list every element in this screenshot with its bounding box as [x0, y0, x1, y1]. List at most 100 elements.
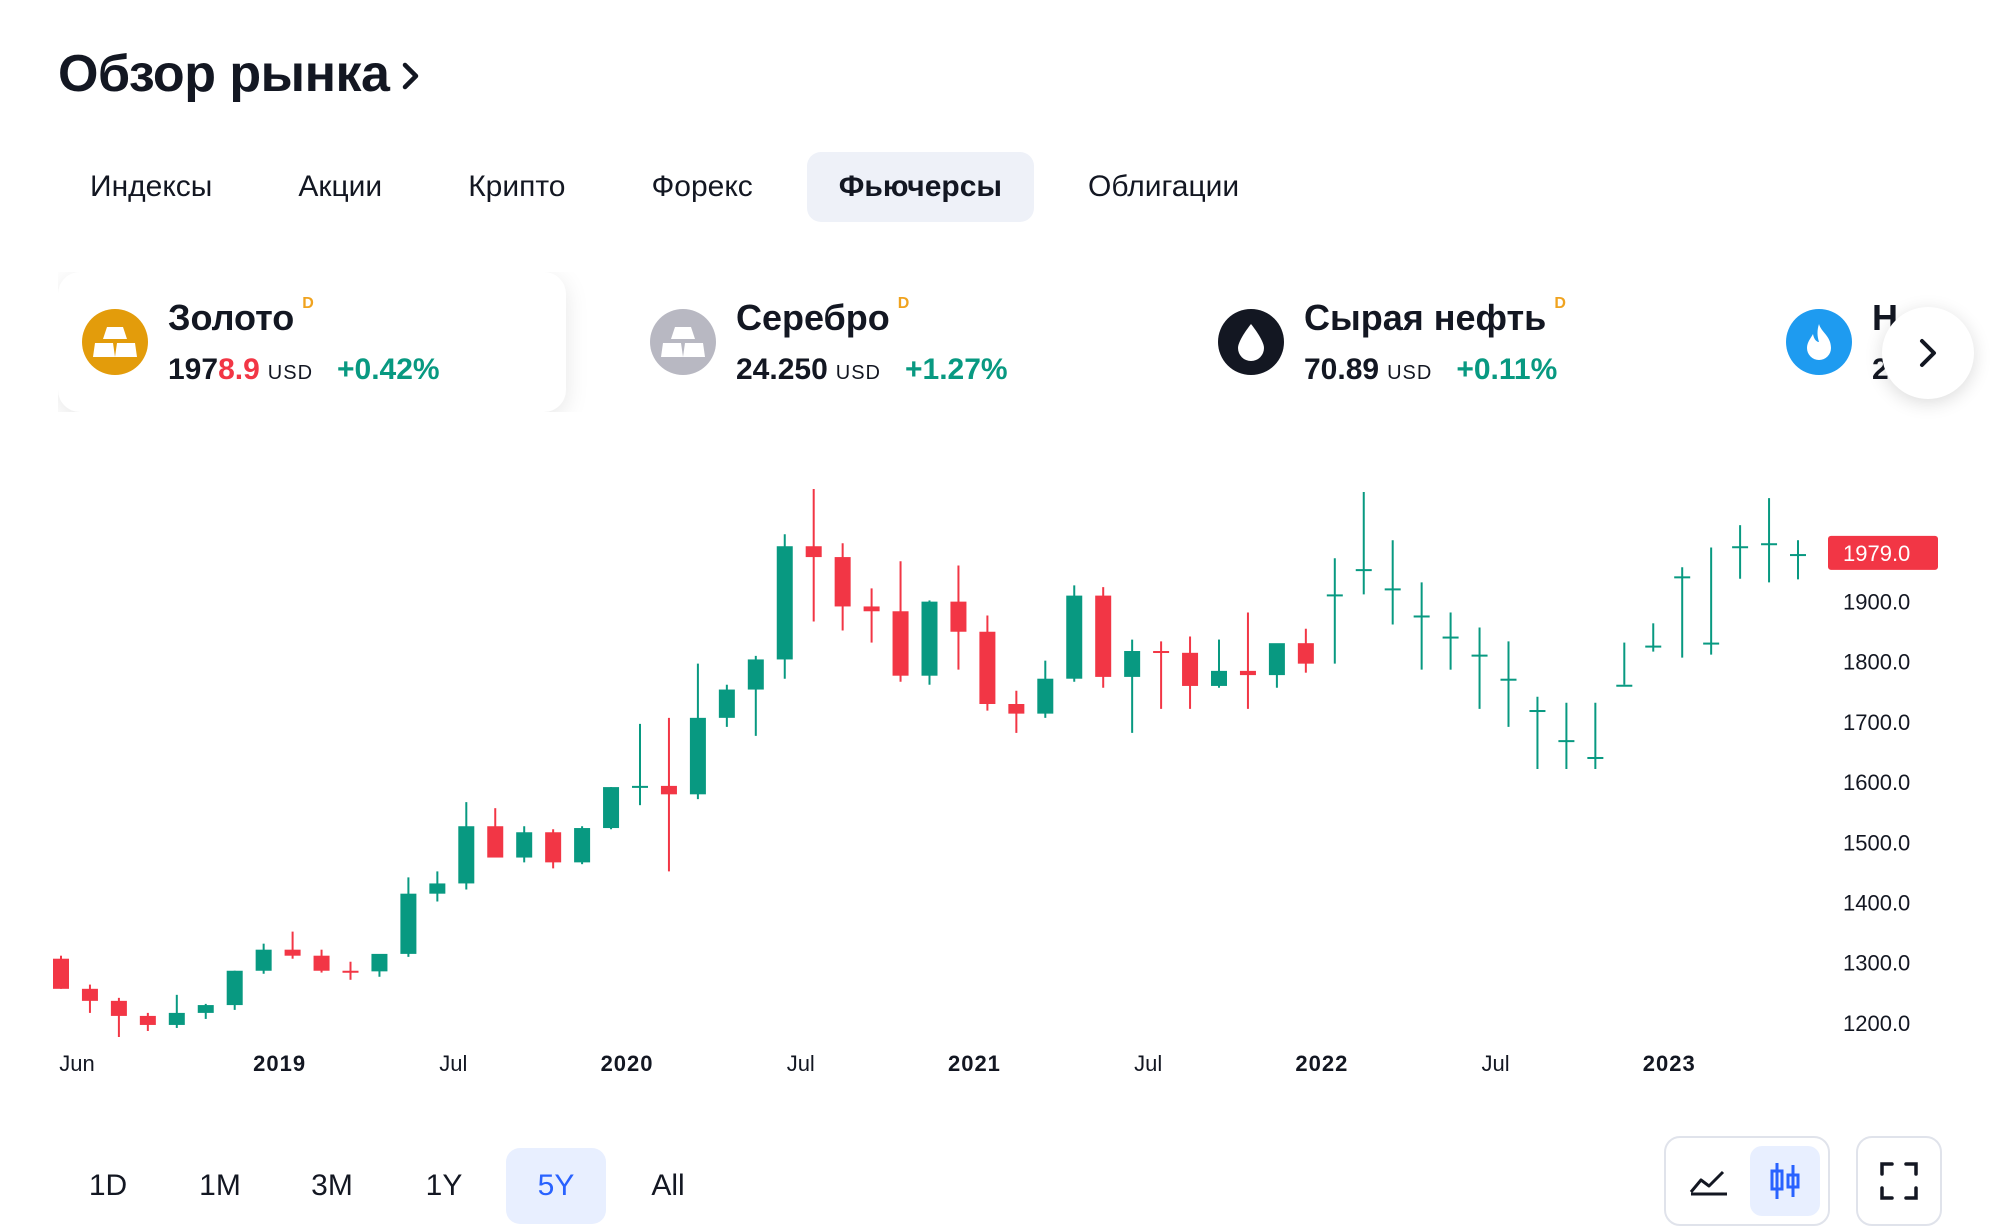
candle-body — [574, 828, 591, 863]
y-tick-label: 1400.0 — [1843, 891, 1910, 916]
candle-body — [1645, 645, 1662, 648]
candle-body — [632, 785, 648, 788]
candle-body — [718, 689, 735, 718]
candle-body — [81, 988, 98, 1001]
card-price-highlight: 8.9 — [218, 353, 260, 386]
card-gold[interactable]: Золото D 197 8.9 USD +0.42% — [58, 272, 566, 412]
candle-body — [1587, 756, 1604, 759]
card-name: Золото — [168, 297, 295, 338]
range-selector: 1D 1M 3M 1Y 5Y All — [58, 1148, 730, 1224]
range-1m-button[interactable]: 1M — [199, 1169, 241, 1202]
last-price-badge — [1828, 535, 1938, 570]
candle-body — [1211, 670, 1227, 686]
y-tick-label: 1900.0 — [1843, 589, 1910, 614]
card-currency: USD — [267, 362, 314, 384]
candle-body — [805, 546, 822, 558]
fullscreen-icon — [1880, 1162, 1918, 1200]
candle-body — [747, 659, 764, 690]
futures-carousel: Золото D 197 8.9 USD +0.42% Серебро D 24.250 U… — [58, 272, 1978, 412]
card-change: +0.42% — [337, 353, 440, 386]
candle-body — [1761, 543, 1778, 546]
candle-body — [458, 826, 475, 884]
card-price: 70.89 — [1304, 353, 1380, 386]
range-1y-button[interactable]: 1Y — [425, 1169, 463, 1202]
candle-body — [429, 883, 446, 894]
area-chart-icon — [1689, 1170, 1727, 1196]
y-tick-label: 1300.0 — [1843, 951, 1910, 976]
candle-body — [342, 970, 359, 973]
page-title[interactable]: Обзор рынка — [58, 44, 421, 104]
candle-body — [979, 631, 996, 704]
fullscreen-button[interactable] — [1856, 1136, 1942, 1226]
card-natural-gas[interactable]: Н 2. — [1762, 272, 1978, 412]
flame-icon — [1786, 309, 1852, 375]
candle-body — [1182, 652, 1199, 686]
silver-bars-icon — [650, 309, 716, 375]
candlestick-icon — [1770, 1163, 1800, 1199]
candle-body — [53, 958, 69, 989]
y-tick-label: 1500.0 — [1843, 830, 1910, 855]
candle-body — [863, 606, 880, 612]
tab-futures[interactable]: Фьючерсы — [806, 152, 1035, 222]
x-tick-label: 2022 — [1295, 1051, 1348, 1076]
candle-body — [660, 785, 677, 795]
tab-indices[interactable]: Индексы — [90, 170, 213, 203]
market-tabs: Индексы Акции Крипто Форекс Фьючерсы Обл… — [58, 152, 1293, 222]
candle-body — [1674, 576, 1691, 579]
area-chart-button[interactable] — [1674, 1146, 1744, 1216]
tab-crypto[interactable]: Крипто — [468, 170, 566, 203]
card-badge: D — [1554, 295, 1566, 312]
card-crude-oil[interactable]: Сырая нефть D 70.89 USD +0.11% — [1194, 272, 1754, 412]
card-change: +1.27% — [905, 353, 1008, 386]
candle-body — [921, 601, 938, 676]
candle-body — [371, 953, 388, 972]
price-chart[interactable]: 1200.0 1300.0 1400.0 1500.0 1600.0 1700.0 1800… — [0, 480, 1999, 1100]
candle-body — [139, 1015, 156, 1025]
candle-body — [545, 832, 562, 863]
candle-body — [400, 893, 417, 954]
candle-body — [1326, 594, 1343, 597]
card-price: 197 — [168, 353, 219, 386]
candle-body — [110, 1000, 127, 1016]
range-5y-button[interactable]: 5Y — [506, 1148, 606, 1224]
y-tick-label: 1200.0 — [1843, 1011, 1910, 1036]
candle-body — [1124, 651, 1141, 677]
candle-body — [255, 949, 272, 971]
last-price-label: 1979.0 — [1843, 541, 1910, 566]
x-tick-label: Jul — [1481, 1051, 1509, 1076]
candle-body — [689, 717, 706, 795]
candle-body — [1471, 654, 1488, 657]
page-title-text: Обзор рынка — [58, 45, 390, 103]
y-tick-label: 1700.0 — [1843, 710, 1910, 735]
tab-forex[interactable]: Форекс — [651, 170, 753, 203]
carousel-next-button[interactable] — [1882, 307, 1974, 399]
candle-body — [1355, 569, 1372, 572]
x-tick-label: Jul — [1134, 1051, 1162, 1076]
tab-stocks[interactable]: Акции — [298, 170, 383, 203]
x-tick-label: 2023 — [1643, 1051, 1696, 1076]
candle-body — [1297, 643, 1314, 664]
tab-bonds[interactable]: Облигации — [1088, 170, 1240, 203]
candle-body — [776, 546, 793, 660]
candle-body — [834, 557, 851, 607]
candles-chart-button[interactable] — [1750, 1146, 1820, 1216]
range-1d-button[interactable]: 1D — [88, 1169, 128, 1202]
x-tick-label: Jul — [439, 1051, 467, 1076]
chevron-right-icon — [403, 62, 419, 90]
candle-body — [284, 949, 301, 956]
gold-bars-icon — [82, 309, 148, 375]
candle-body — [1095, 595, 1112, 677]
card-badge: D — [302, 295, 314, 312]
y-tick-label: 1600.0 — [1843, 770, 1910, 795]
card-change: +0.11% — [1456, 353, 1558, 386]
card-silver[interactable]: Серебро D 24.250 USD +1.27% — [626, 272, 1134, 412]
card-price: 24.250 — [736, 353, 828, 386]
range-all-button[interactable]: All — [651, 1169, 685, 1202]
candle-body — [226, 970, 243, 1006]
range-3m-button[interactable]: 3M — [311, 1169, 353, 1202]
candle-body — [892, 611, 909, 676]
card-name: Серебро — [736, 297, 890, 338]
candle-body — [516, 832, 533, 858]
x-tick-label: 2020 — [601, 1051, 654, 1076]
candle-body — [1790, 554, 1806, 557]
